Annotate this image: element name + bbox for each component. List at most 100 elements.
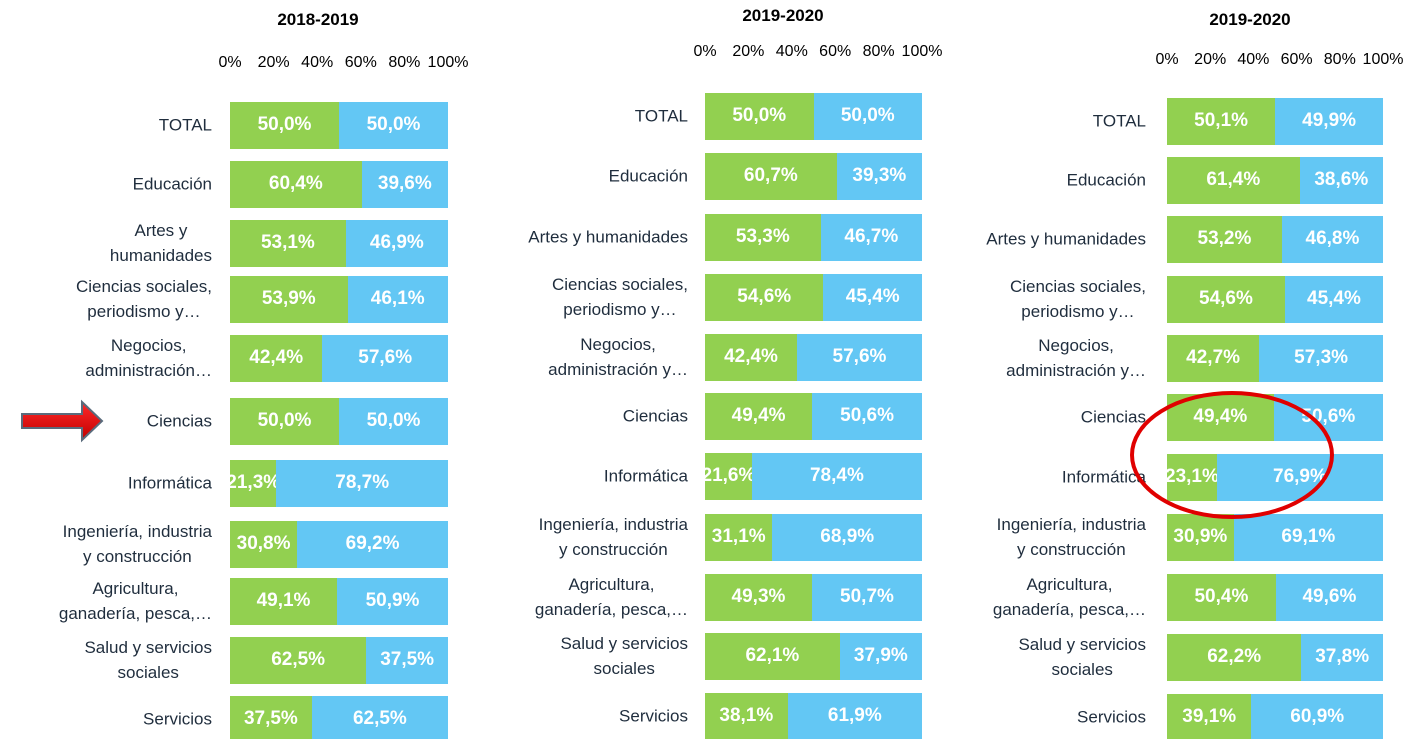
bar-segment: 38,6%	[1299, 156, 1383, 204]
bar-segment: 42,4%	[705, 333, 797, 381]
bar-segment: 78,7%	[276, 459, 448, 507]
category-label: Salud y servicios sociales	[1018, 635, 1146, 679]
value-label: 62,1%	[745, 645, 800, 666]
bar-segment: 61,4%	[1167, 156, 1300, 204]
bar-segment: 49,9%	[1275, 97, 1383, 145]
category-label: Ingeniería, industria y construcción	[62, 522, 212, 566]
bar-segment: 53,2%	[1167, 215, 1282, 263]
value-label: 21,6%	[705, 465, 752, 486]
bar-segment: 57,6%	[797, 333, 922, 381]
value-label: 53,3%	[735, 226, 790, 247]
value-label: 37,5%	[380, 649, 435, 670]
bar-segment: 69,1%	[1233, 513, 1383, 561]
bar-segment: 30,8%	[230, 520, 298, 568]
bar-segment: 62,2%	[1167, 633, 1302, 681]
x-tick-label: 60%	[819, 43, 852, 60]
bar-segment: 42,7%	[1167, 334, 1260, 382]
value-label: 46,1%	[370, 288, 425, 309]
bar-segment: 50,0%	[339, 397, 448, 445]
value-label: 50,0%	[366, 410, 421, 431]
x-tick-label: 20%	[257, 54, 290, 71]
bar-segment: 54,6%	[705, 273, 824, 321]
bar-segment: 37,9%	[839, 632, 922, 680]
x-tick-label: 60%	[1280, 51, 1313, 68]
x-tick-label: 0%	[693, 43, 717, 60]
x-tick-label: 20%	[1194, 51, 1227, 68]
bar-segment: 49,4%	[705, 392, 813, 440]
value-label: 37,9%	[853, 645, 908, 666]
category-label: TOTAL	[1092, 111, 1146, 131]
value-label: 49,3%	[731, 586, 786, 607]
value-label: 60,4%	[268, 173, 323, 194]
value-label: 46,9%	[369, 232, 424, 253]
bar-segment: 50,1%	[1167, 97, 1276, 145]
chart-title: 2019-2020	[1209, 10, 1291, 29]
bar-segment: 50,9%	[337, 577, 448, 625]
value-label: 50,7%	[840, 586, 894, 607]
category-label: Ciencias	[146, 411, 212, 431]
value-label: 61,4%	[1206, 169, 1261, 190]
bar-segment: 76,9%	[1216, 453, 1383, 501]
x-tick-label: 40%	[1237, 51, 1270, 68]
category-label: Negocios, administración y…	[548, 335, 688, 379]
bar-segment: 50,7%	[811, 573, 922, 621]
bar-segment: 69,2%	[297, 520, 448, 568]
bar-segment: 39,3%	[836, 152, 922, 200]
bar-segment: 50,0%	[705, 92, 814, 140]
category-label: Agricultura, ganadería, pesca,…	[992, 575, 1146, 619]
value-label: 69,1%	[1281, 526, 1336, 547]
bar-segment: 31,1%	[705, 513, 773, 561]
value-label: 30,8%	[236, 533, 291, 554]
value-label: 39,3%	[852, 165, 907, 186]
bar-segment: 46,8%	[1281, 215, 1383, 263]
category-label: Educación	[1066, 170, 1146, 190]
category-label: Agricultura, ganadería, pesca,…	[58, 579, 212, 623]
x-tick-label: 0%	[218, 54, 242, 71]
value-label: 50,0%	[732, 105, 787, 126]
chart-title: 2018-2019	[277, 10, 359, 29]
value-label: 50,0%	[257, 114, 312, 135]
value-label: 61,9%	[827, 705, 882, 726]
x-tick-label: 100%	[1362, 51, 1404, 68]
category-label: Informática	[127, 473, 212, 493]
value-label: 49,4%	[1193, 406, 1248, 427]
value-label: 50,4%	[1194, 586, 1249, 607]
value-label: 46,8%	[1305, 228, 1360, 249]
category-label: Servicios	[619, 706, 688, 726]
bar-segment: 57,3%	[1259, 334, 1383, 382]
bar-segment: 42,4%	[230, 334, 323, 382]
category-label: Artes y humanidades	[986, 229, 1146, 249]
value-label: 57,6%	[832, 346, 887, 367]
category-label: Salud y servicios sociales	[84, 638, 212, 682]
bar-segment: 38,1%	[705, 692, 788, 739]
value-label: 62,5%	[352, 708, 407, 729]
highlight-circle	[1130, 391, 1334, 519]
category-label: TOTAL	[158, 115, 212, 135]
value-label: 60,9%	[1290, 706, 1345, 727]
bar-segment: 39,1%	[1167, 693, 1252, 739]
value-label: 57,3%	[1294, 347, 1349, 368]
category-label: Ciencias sociales, periodismo y…	[1009, 277, 1146, 321]
bar-segment: 23,1%	[1167, 453, 1217, 501]
category-label: Informática	[1061, 467, 1146, 487]
category-label: Salud y servicios sociales	[560, 634, 688, 678]
value-label: 50,1%	[1194, 110, 1249, 131]
category-label: TOTAL	[634, 106, 688, 126]
value-label: 49,9%	[1302, 110, 1357, 131]
bar-segment: 49,4%	[1167, 393, 1274, 441]
bar-segment: 30,9%	[1167, 513, 1234, 561]
bar-segment: 50,4%	[1167, 573, 1276, 621]
bar-segment: 46,9%	[345, 219, 448, 267]
value-label: 23,1%	[1167, 466, 1217, 487]
category-label: Informática	[603, 466, 688, 486]
bar-segment: 68,9%	[772, 513, 922, 561]
category-label: Educación	[132, 174, 212, 194]
bar-segment: 45,4%	[823, 273, 922, 321]
value-label: 62,2%	[1207, 646, 1262, 667]
value-label: 39,1%	[1182, 706, 1237, 727]
category-label: Servicios	[1077, 707, 1146, 727]
value-label: 53,2%	[1197, 228, 1252, 249]
bar-segment: 53,3%	[705, 213, 821, 261]
